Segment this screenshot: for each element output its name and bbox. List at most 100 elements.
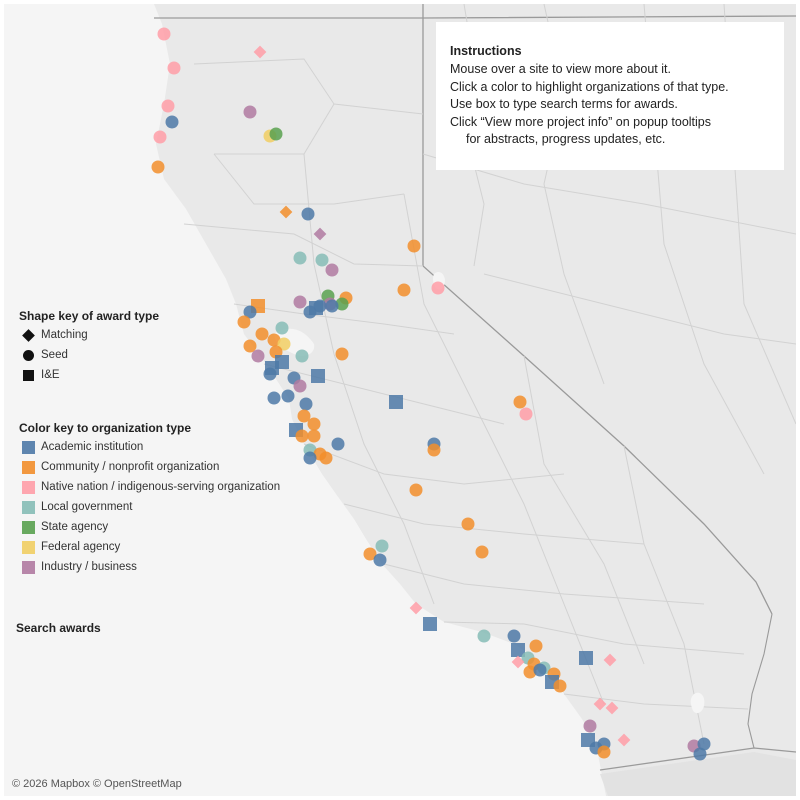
award-site-marker[interactable] bbox=[166, 116, 179, 129]
shape-key-seed[interactable]: Seed bbox=[22, 347, 68, 363]
square-icon bbox=[23, 370, 34, 381]
award-site-marker[interactable] bbox=[618, 734, 631, 747]
award-site-marker[interactable] bbox=[514, 396, 527, 409]
award-site-marker[interactable] bbox=[158, 28, 171, 41]
award-site-marker[interactable] bbox=[694, 748, 707, 761]
award-site-marker[interactable] bbox=[478, 630, 491, 643]
award-site-marker[interactable] bbox=[296, 350, 309, 363]
award-site-marker[interactable] bbox=[554, 680, 567, 693]
award-site-marker[interactable] bbox=[534, 664, 547, 677]
award-site-marker[interactable] bbox=[296, 430, 309, 443]
award-site-marker[interactable] bbox=[280, 206, 293, 219]
award-site-marker[interactable] bbox=[264, 368, 277, 381]
award-site-marker[interactable] bbox=[530, 640, 543, 653]
award-site-marker[interactable] bbox=[606, 702, 619, 715]
color-key-federal[interactable]: Federal agency bbox=[22, 539, 120, 555]
award-site-marker[interactable] bbox=[294, 380, 307, 393]
award-site-marker[interactable] bbox=[326, 300, 339, 313]
award-site-marker[interactable] bbox=[604, 654, 617, 667]
award-site-marker[interactable] bbox=[579, 651, 593, 665]
color-key-title: Color key to organization type bbox=[19, 421, 191, 435]
award-site-marker[interactable] bbox=[320, 452, 333, 465]
award-site-marker[interactable] bbox=[314, 228, 327, 241]
award-site-marker[interactable] bbox=[423, 617, 437, 631]
award-site-marker[interactable] bbox=[308, 430, 321, 443]
award-site-marker[interactable] bbox=[408, 240, 421, 253]
award-site-marker[interactable] bbox=[276, 322, 289, 335]
award-site-marker[interactable] bbox=[332, 438, 345, 451]
color-key-local-gov[interactable]: Local government bbox=[22, 499, 132, 515]
color-swatch-icon bbox=[22, 541, 35, 554]
award-site-marker[interactable] bbox=[389, 395, 403, 409]
award-site-marker[interactable] bbox=[410, 484, 423, 497]
award-site-marker[interactable] bbox=[376, 540, 389, 553]
color-key-label: Federal agency bbox=[41, 541, 120, 553]
award-site-marker[interactable] bbox=[584, 720, 597, 733]
award-site-marker[interactable] bbox=[311, 369, 325, 383]
award-site-marker[interactable] bbox=[270, 128, 283, 141]
award-site-marker[interactable] bbox=[162, 100, 175, 113]
award-site-marker[interactable] bbox=[462, 518, 475, 531]
color-swatch-icon bbox=[22, 561, 35, 574]
search-awards-label: Search awards bbox=[16, 621, 101, 635]
color-key-label: State agency bbox=[41, 521, 108, 533]
award-site-marker[interactable] bbox=[294, 296, 307, 309]
color-key-native[interactable]: Native nation / indigenous-serving organ… bbox=[22, 479, 280, 495]
color-key-academic[interactable]: Academic institution bbox=[22, 439, 143, 455]
color-key-state[interactable]: State agency bbox=[22, 519, 108, 535]
circle-icon bbox=[23, 350, 34, 361]
shape-key-label: I&E bbox=[41, 369, 60, 381]
award-site-marker[interactable] bbox=[308, 418, 321, 431]
award-site-marker[interactable] bbox=[256, 328, 269, 341]
color-swatch-icon bbox=[22, 521, 35, 534]
award-site-marker[interactable] bbox=[336, 348, 349, 361]
award-site-marker[interactable] bbox=[398, 284, 411, 297]
color-key-label: Native nation / indigenous-serving organ… bbox=[41, 481, 280, 493]
award-site-marker[interactable] bbox=[428, 444, 441, 457]
award-site-marker[interactable] bbox=[244, 106, 257, 119]
instructions-panel: Instructions Mouse over a site to view m… bbox=[436, 22, 784, 170]
award-site-marker[interactable] bbox=[254, 46, 267, 59]
instruction-line: Mouse over a site to view more about it. bbox=[450, 61, 784, 79]
instruction-line: Use box to type search terms for awards. bbox=[450, 96, 784, 114]
shape-key-label: Seed bbox=[41, 349, 68, 361]
award-site-marker[interactable] bbox=[300, 398, 313, 411]
award-site-marker[interactable] bbox=[302, 208, 315, 221]
award-site-marker[interactable] bbox=[326, 264, 339, 277]
award-site-marker[interactable] bbox=[304, 452, 317, 465]
award-site-marker[interactable] bbox=[294, 252, 307, 265]
shape-key-ie[interactable]: I&E bbox=[22, 367, 60, 383]
award-site-marker[interactable] bbox=[508, 630, 521, 643]
award-site-marker[interactable] bbox=[252, 350, 265, 363]
color-key-industry[interactable]: Industry / business bbox=[22, 559, 137, 575]
state-border-arizona bbox=[748, 614, 772, 748]
state-border-north bbox=[154, 16, 796, 18]
color-key-community[interactable]: Community / nonprofit organization bbox=[22, 459, 219, 475]
award-site-marker[interactable] bbox=[374, 554, 387, 567]
award-site-marker[interactable] bbox=[154, 131, 167, 144]
award-site-marker[interactable] bbox=[168, 62, 181, 75]
award-site-marker[interactable] bbox=[282, 390, 295, 403]
color-key-label: Local government bbox=[41, 501, 132, 513]
color-key-label: Academic institution bbox=[41, 441, 143, 453]
award-site-marker[interactable] bbox=[316, 254, 329, 267]
award-site-marker[interactable] bbox=[314, 300, 327, 313]
shape-key-label: Matching bbox=[41, 329, 88, 341]
award-site-marker[interactable] bbox=[520, 408, 533, 421]
award-site-marker[interactable] bbox=[432, 282, 445, 295]
instructions-title: Instructions bbox=[450, 42, 784, 60]
award-site-marker[interactable] bbox=[268, 392, 281, 405]
award-site-marker[interactable] bbox=[598, 746, 611, 759]
color-swatch-icon bbox=[22, 441, 35, 454]
shape-key-matching[interactable]: Matching bbox=[22, 327, 88, 343]
shape-key-title: Shape key of award type bbox=[19, 309, 159, 323]
color-key-label: Community / nonprofit organization bbox=[41, 461, 219, 473]
color-swatch-icon bbox=[22, 481, 35, 494]
map-attribution[interactable]: © 2026 Mapbox © OpenStreetMap bbox=[12, 778, 182, 790]
color-key-label: Industry / business bbox=[41, 561, 137, 573]
award-site-marker[interactable] bbox=[238, 316, 251, 329]
instruction-line: Click a color to highlight organizations… bbox=[450, 79, 784, 97]
award-site-marker[interactable] bbox=[152, 161, 165, 174]
award-site-marker[interactable] bbox=[476, 546, 489, 559]
instruction-line: for abstracts, progress updates, etc. bbox=[450, 131, 784, 149]
